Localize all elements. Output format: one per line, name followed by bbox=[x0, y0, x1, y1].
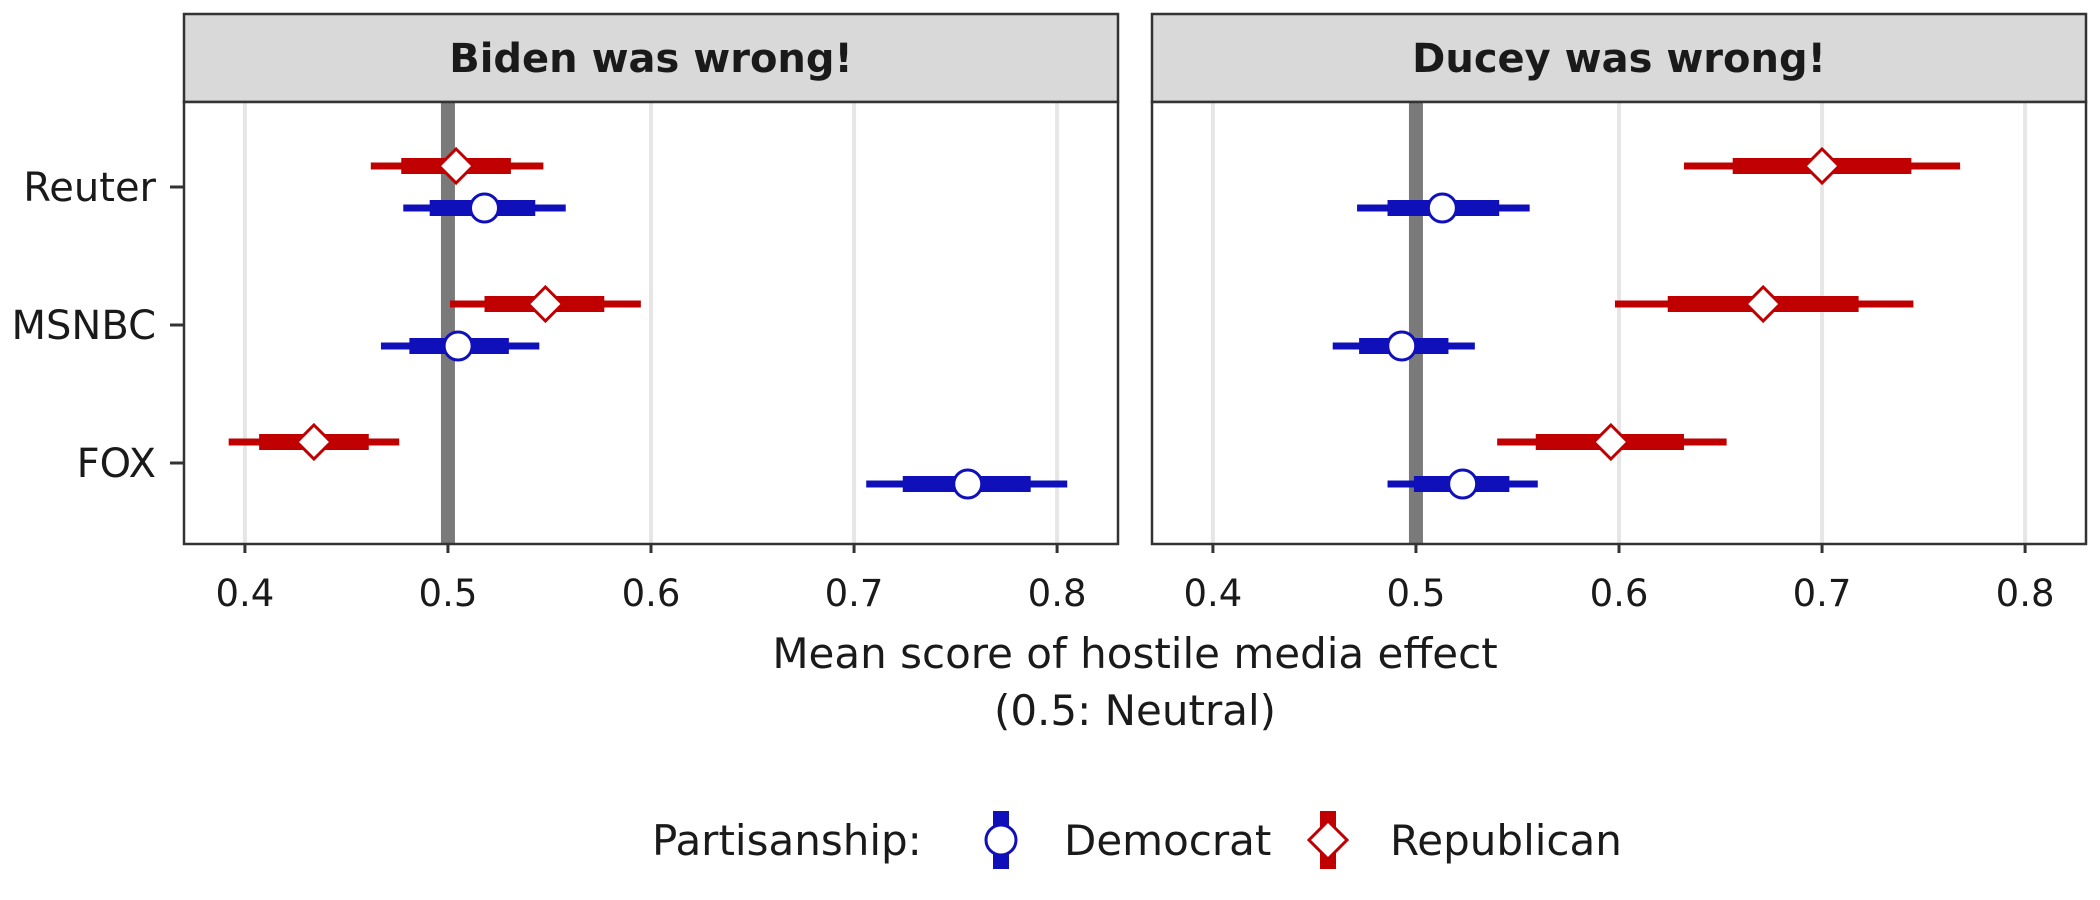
panel-x-axis: 0.4 0.5 0.6 0.7 0.8 bbox=[215, 544, 1087, 615]
panel-title: Ducey was wrong! bbox=[1412, 36, 1826, 82]
x-tick-label: 0.4 bbox=[1183, 572, 1242, 615]
x-tick-label: 0.8 bbox=[1996, 572, 2055, 615]
panel-strip bbox=[1150, 12, 2088, 104]
mean-diamond-marker bbox=[436, 146, 476, 186]
panel-marks bbox=[1332, 146, 1961, 500]
mean-circle-marker bbox=[1447, 468, 1479, 500]
panel-biden: Biden was wrong! 0.4 0.5 0.6 0.7 0.8 bbox=[182, 12, 1120, 615]
point-range-democrat-msnbc bbox=[380, 330, 540, 362]
mean-diamond-marker bbox=[1802, 146, 1842, 186]
point-range-republican-fox bbox=[228, 422, 400, 462]
mean-diamond-marker bbox=[294, 422, 334, 462]
legend-key-republican bbox=[1306, 811, 1350, 869]
point-range-democrat-reuter bbox=[1357, 192, 1530, 224]
point-range-republican-reuter bbox=[1683, 146, 1961, 186]
legend: Partisanship: Democrat Republican bbox=[652, 811, 1622, 869]
x-tick-label: 0.6 bbox=[622, 572, 681, 615]
x-tick-label: 0.7 bbox=[1793, 572, 1852, 615]
legend-title: Partisanship: bbox=[652, 816, 922, 865]
panel-marks bbox=[228, 146, 1068, 500]
mean-diamond-marker bbox=[526, 284, 565, 324]
panel-x-axis: 0.4 0.5 0.6 0.7 0.8 bbox=[1183, 544, 2055, 615]
mean-circle-marker bbox=[1426, 192, 1458, 224]
y-category-label: Reuter bbox=[23, 165, 156, 211]
x-tick-label: 0.8 bbox=[1028, 572, 1087, 615]
point-range-republican-fox bbox=[1497, 422, 1727, 462]
y-category-label: FOX bbox=[77, 441, 156, 487]
x-axis-subtitle: (0.5: Neutral) bbox=[994, 686, 1276, 735]
x-tick-label: 0.6 bbox=[1590, 572, 1649, 615]
x-tick-label: 0.4 bbox=[215, 572, 274, 615]
panel-strip bbox=[182, 12, 1120, 104]
mean-circle-marker bbox=[1386, 330, 1418, 362]
legend-democrat-circle-icon bbox=[984, 823, 1018, 857]
mean-circle-marker bbox=[469, 192, 501, 224]
legend-key-democrat bbox=[984, 811, 1018, 869]
x-tick-label: 0.7 bbox=[825, 572, 884, 615]
legend-democrat-label: Democrat bbox=[1064, 816, 1271, 865]
panel-ducey: Ducey was wrong! 0.4 0.5 0.6 0.7 0.8 bbox=[1150, 12, 2088, 615]
mean-diamond-marker bbox=[1744, 284, 1783, 324]
y-axis: Reuter MSNBC FOX bbox=[12, 165, 184, 487]
point-range-republican-reuter bbox=[370, 146, 544, 186]
point-range-republican-msnbc bbox=[1614, 284, 1914, 324]
point-range-democrat-fox bbox=[1387, 468, 1538, 500]
x-axis-title: Mean score of hostile media effect bbox=[772, 629, 1497, 678]
panel-title: Biden was wrong! bbox=[449, 36, 853, 82]
legend-republican-label: Republican bbox=[1390, 816, 1622, 865]
legend-republican-diamond-icon bbox=[1306, 818, 1350, 862]
mean-circle-marker bbox=[952, 468, 984, 500]
mean-diamond-marker bbox=[1591, 422, 1630, 462]
point-range-democrat-fox bbox=[866, 468, 1068, 500]
mean-circle-marker bbox=[442, 330, 474, 362]
point-range-democrat-reuter bbox=[403, 192, 566, 224]
point-range-republican-msnbc bbox=[449, 284, 641, 324]
x-tick-label: 0.5 bbox=[419, 572, 478, 615]
point-range-democrat-msnbc bbox=[1332, 330, 1475, 362]
x-tick-label: 0.5 bbox=[1387, 572, 1446, 615]
y-category-label: MSNBC bbox=[12, 303, 157, 349]
